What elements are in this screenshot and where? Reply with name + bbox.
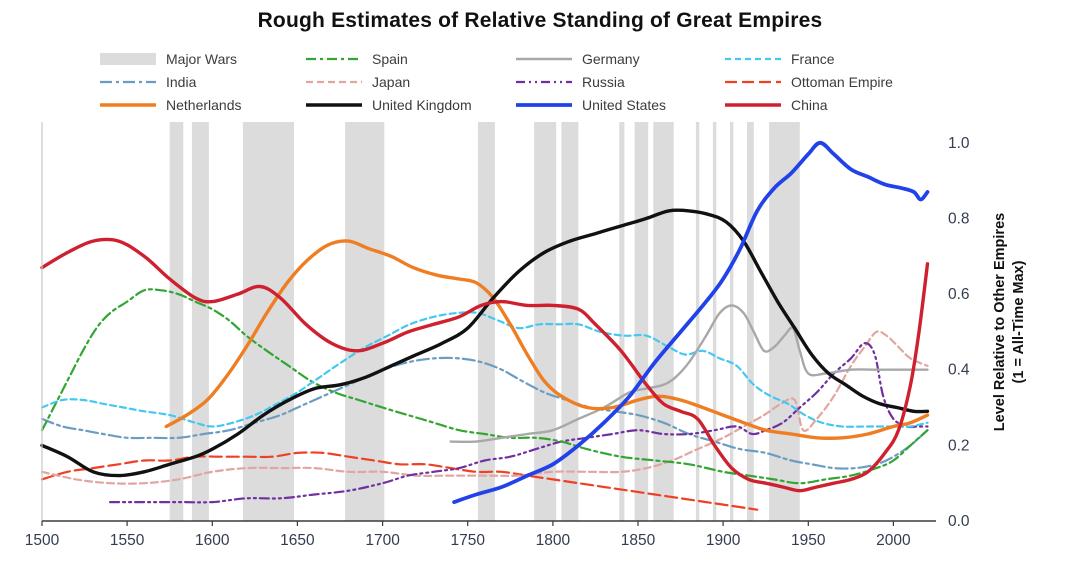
ottoman-empire-legend-swatch xyxy=(725,80,781,83)
war-band xyxy=(730,122,734,521)
war-band xyxy=(345,122,385,521)
japan-legend-swatch xyxy=(306,80,362,83)
legend-item-major-wars: Major Wars xyxy=(99,49,305,68)
united-kingdom-legend-swatch xyxy=(306,102,362,107)
spain-legend-swatch xyxy=(306,57,362,60)
war-band xyxy=(619,122,625,521)
legend-label-china: China xyxy=(791,96,828,113)
russia-legend-swatch xyxy=(516,80,572,83)
war-band-swatch-rect xyxy=(100,52,156,65)
x-tick-label-1800: 1800 xyxy=(536,532,571,549)
x-tick-label-1750: 1750 xyxy=(450,532,485,549)
legend-label-france: France xyxy=(791,50,835,67)
war-band xyxy=(242,122,294,521)
germany-legend-swatch xyxy=(516,57,572,60)
legend-item-ottoman-empire: Ottoman Empire xyxy=(724,72,944,91)
y-tick-label-0.4: 0.4 xyxy=(948,362,970,379)
france-legend-swatch xyxy=(725,57,781,60)
war-band xyxy=(747,122,754,521)
war-band xyxy=(477,122,495,521)
x-tick-label-1650: 1650 xyxy=(280,532,315,549)
legend-item-united-kingdom: United Kingdom xyxy=(305,95,515,114)
netherlands-legend-swatch xyxy=(100,102,156,107)
legend-label-germany: Germany xyxy=(582,50,640,67)
china-legend-swatch xyxy=(725,102,781,107)
legend-item-china: China xyxy=(724,95,944,114)
y-tick-label-0.8: 0.8 xyxy=(948,210,970,227)
y-axis-title-group: Level Relative to Other Empires (1 = All-… xyxy=(992,213,1027,431)
legend-label-major-wars: Major Wars xyxy=(166,50,238,67)
x-tick-label-1600: 1600 xyxy=(195,532,230,549)
series-line-united-states xyxy=(452,140,930,504)
legend-item-germany: Germany xyxy=(515,49,724,68)
war-band xyxy=(561,122,579,521)
legend-label-ottoman-empire: Ottoman Empire xyxy=(791,73,893,90)
x-tick-label-1500: 1500 xyxy=(25,532,60,549)
y-tick-label-1.0: 1.0 xyxy=(948,135,970,152)
legend-item-netherlands: Netherlands xyxy=(99,95,305,114)
legend-label-united-kingdom: United Kingdom xyxy=(372,96,472,113)
series-line-spain xyxy=(40,288,929,485)
series-line-india xyxy=(40,356,929,470)
x-tick-label-2000: 2000 xyxy=(876,532,911,549)
war-band xyxy=(534,122,557,521)
legend-item-spain: Spain xyxy=(305,49,515,68)
series-line-netherlands xyxy=(164,239,930,440)
legend-item-russia: Russia xyxy=(515,72,724,91)
series-line-ottoman-empire xyxy=(40,451,759,511)
x-tick-label-1850: 1850 xyxy=(621,532,656,549)
war-band xyxy=(695,122,700,521)
legend-label-japan: Japan xyxy=(372,73,411,90)
legend-item-india: India xyxy=(99,72,305,91)
major-wars-legend-swatch xyxy=(100,52,156,65)
y-axis-title-line2: (1 = All-Time Max) xyxy=(1011,260,1027,383)
series-line-france xyxy=(40,311,929,428)
series-line-germany xyxy=(449,304,929,444)
y-axis-title-line1: Level Relative to Other Empires xyxy=(992,213,1008,431)
chart-title: Rough Estimates of Relative Standing of … xyxy=(257,9,823,32)
legend-item-united-states: United States xyxy=(515,95,724,114)
legend-label-spain: Spain xyxy=(372,50,408,67)
series-line-united-kingdom xyxy=(40,208,930,478)
legend-label-united-states: United States xyxy=(582,96,667,113)
y-tick-label-0.2: 0.2 xyxy=(948,437,970,454)
y-tick-label-0.6: 0.6 xyxy=(948,286,970,303)
war-band xyxy=(634,122,649,521)
legend-item-france: France xyxy=(724,49,944,68)
legend-item-japan: Japan xyxy=(305,72,515,91)
x-tick-label-1550: 1550 xyxy=(110,532,145,549)
x-tick-label-1700: 1700 xyxy=(365,532,400,549)
india-legend-swatch xyxy=(100,80,156,83)
united-states-legend-swatch xyxy=(516,102,572,107)
x-tick-label-1900: 1900 xyxy=(706,532,741,549)
series-line-russia xyxy=(109,342,929,504)
y-tick-label-0.0: 0.0 xyxy=(948,513,970,530)
series-line-china xyxy=(40,237,930,493)
x-tick-label-1950: 1950 xyxy=(791,532,826,549)
legend-label-russia: Russia xyxy=(582,73,625,90)
legend-label-netherlands: Netherlands xyxy=(166,96,242,113)
series-line-japan xyxy=(40,330,929,485)
legend-label-india: India xyxy=(166,73,197,90)
war-band xyxy=(191,122,209,521)
legend: Major Wars Spain Germany France India Japan Ru… xyxy=(99,49,944,114)
